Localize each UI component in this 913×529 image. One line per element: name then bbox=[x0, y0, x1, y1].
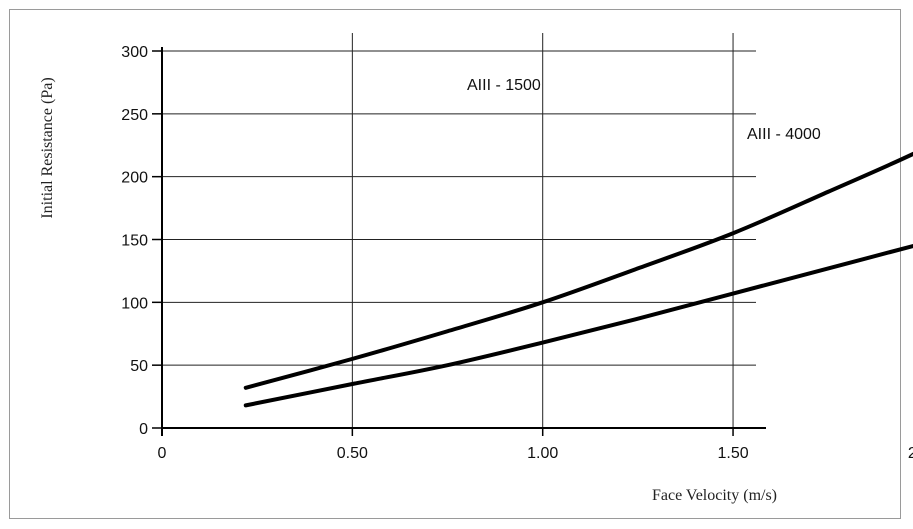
x-tick-label: 1.50 bbox=[717, 445, 748, 462]
y-tick-label: 0 bbox=[139, 421, 148, 438]
grid bbox=[162, 33, 756, 428]
series-label-0: AIII - 1500 bbox=[467, 77, 541, 94]
y-tick-label: 200 bbox=[121, 170, 148, 187]
chart-frame bbox=[9, 9, 901, 519]
axes bbox=[152, 47, 766, 436]
series-labels: AIII - 1500 AIII - 4000 bbox=[467, 77, 821, 143]
y-tick-label: 150 bbox=[121, 233, 148, 250]
x-tick-label: 0.50 bbox=[337, 445, 368, 462]
x-tick-label: 0 bbox=[158, 445, 167, 462]
x-tick-label: 1.00 bbox=[527, 445, 558, 462]
y-tick-label: 250 bbox=[121, 107, 148, 124]
series-label-1: AIII - 4000 bbox=[747, 126, 821, 143]
series-line-1 bbox=[243, 243, 913, 408]
y-tick-label: 100 bbox=[121, 295, 148, 312]
y-tick-label: 300 bbox=[121, 44, 148, 61]
x-tick-labels: 00.501.001.502.002.503.00 bbox=[158, 445, 913, 462]
y-tick-labels: 0 50 100 150 200 250 300 bbox=[121, 44, 148, 438]
series-line-0 bbox=[243, 151, 913, 390]
series-lines bbox=[243, 151, 913, 408]
x-axis-title: Face Velocity (m/s) bbox=[652, 487, 777, 504]
y-tick-label: 50 bbox=[130, 358, 148, 375]
x-tick-label: 2.00 bbox=[908, 445, 913, 462]
y-axis-title: Initial Resistance (Pa) bbox=[39, 77, 56, 218]
